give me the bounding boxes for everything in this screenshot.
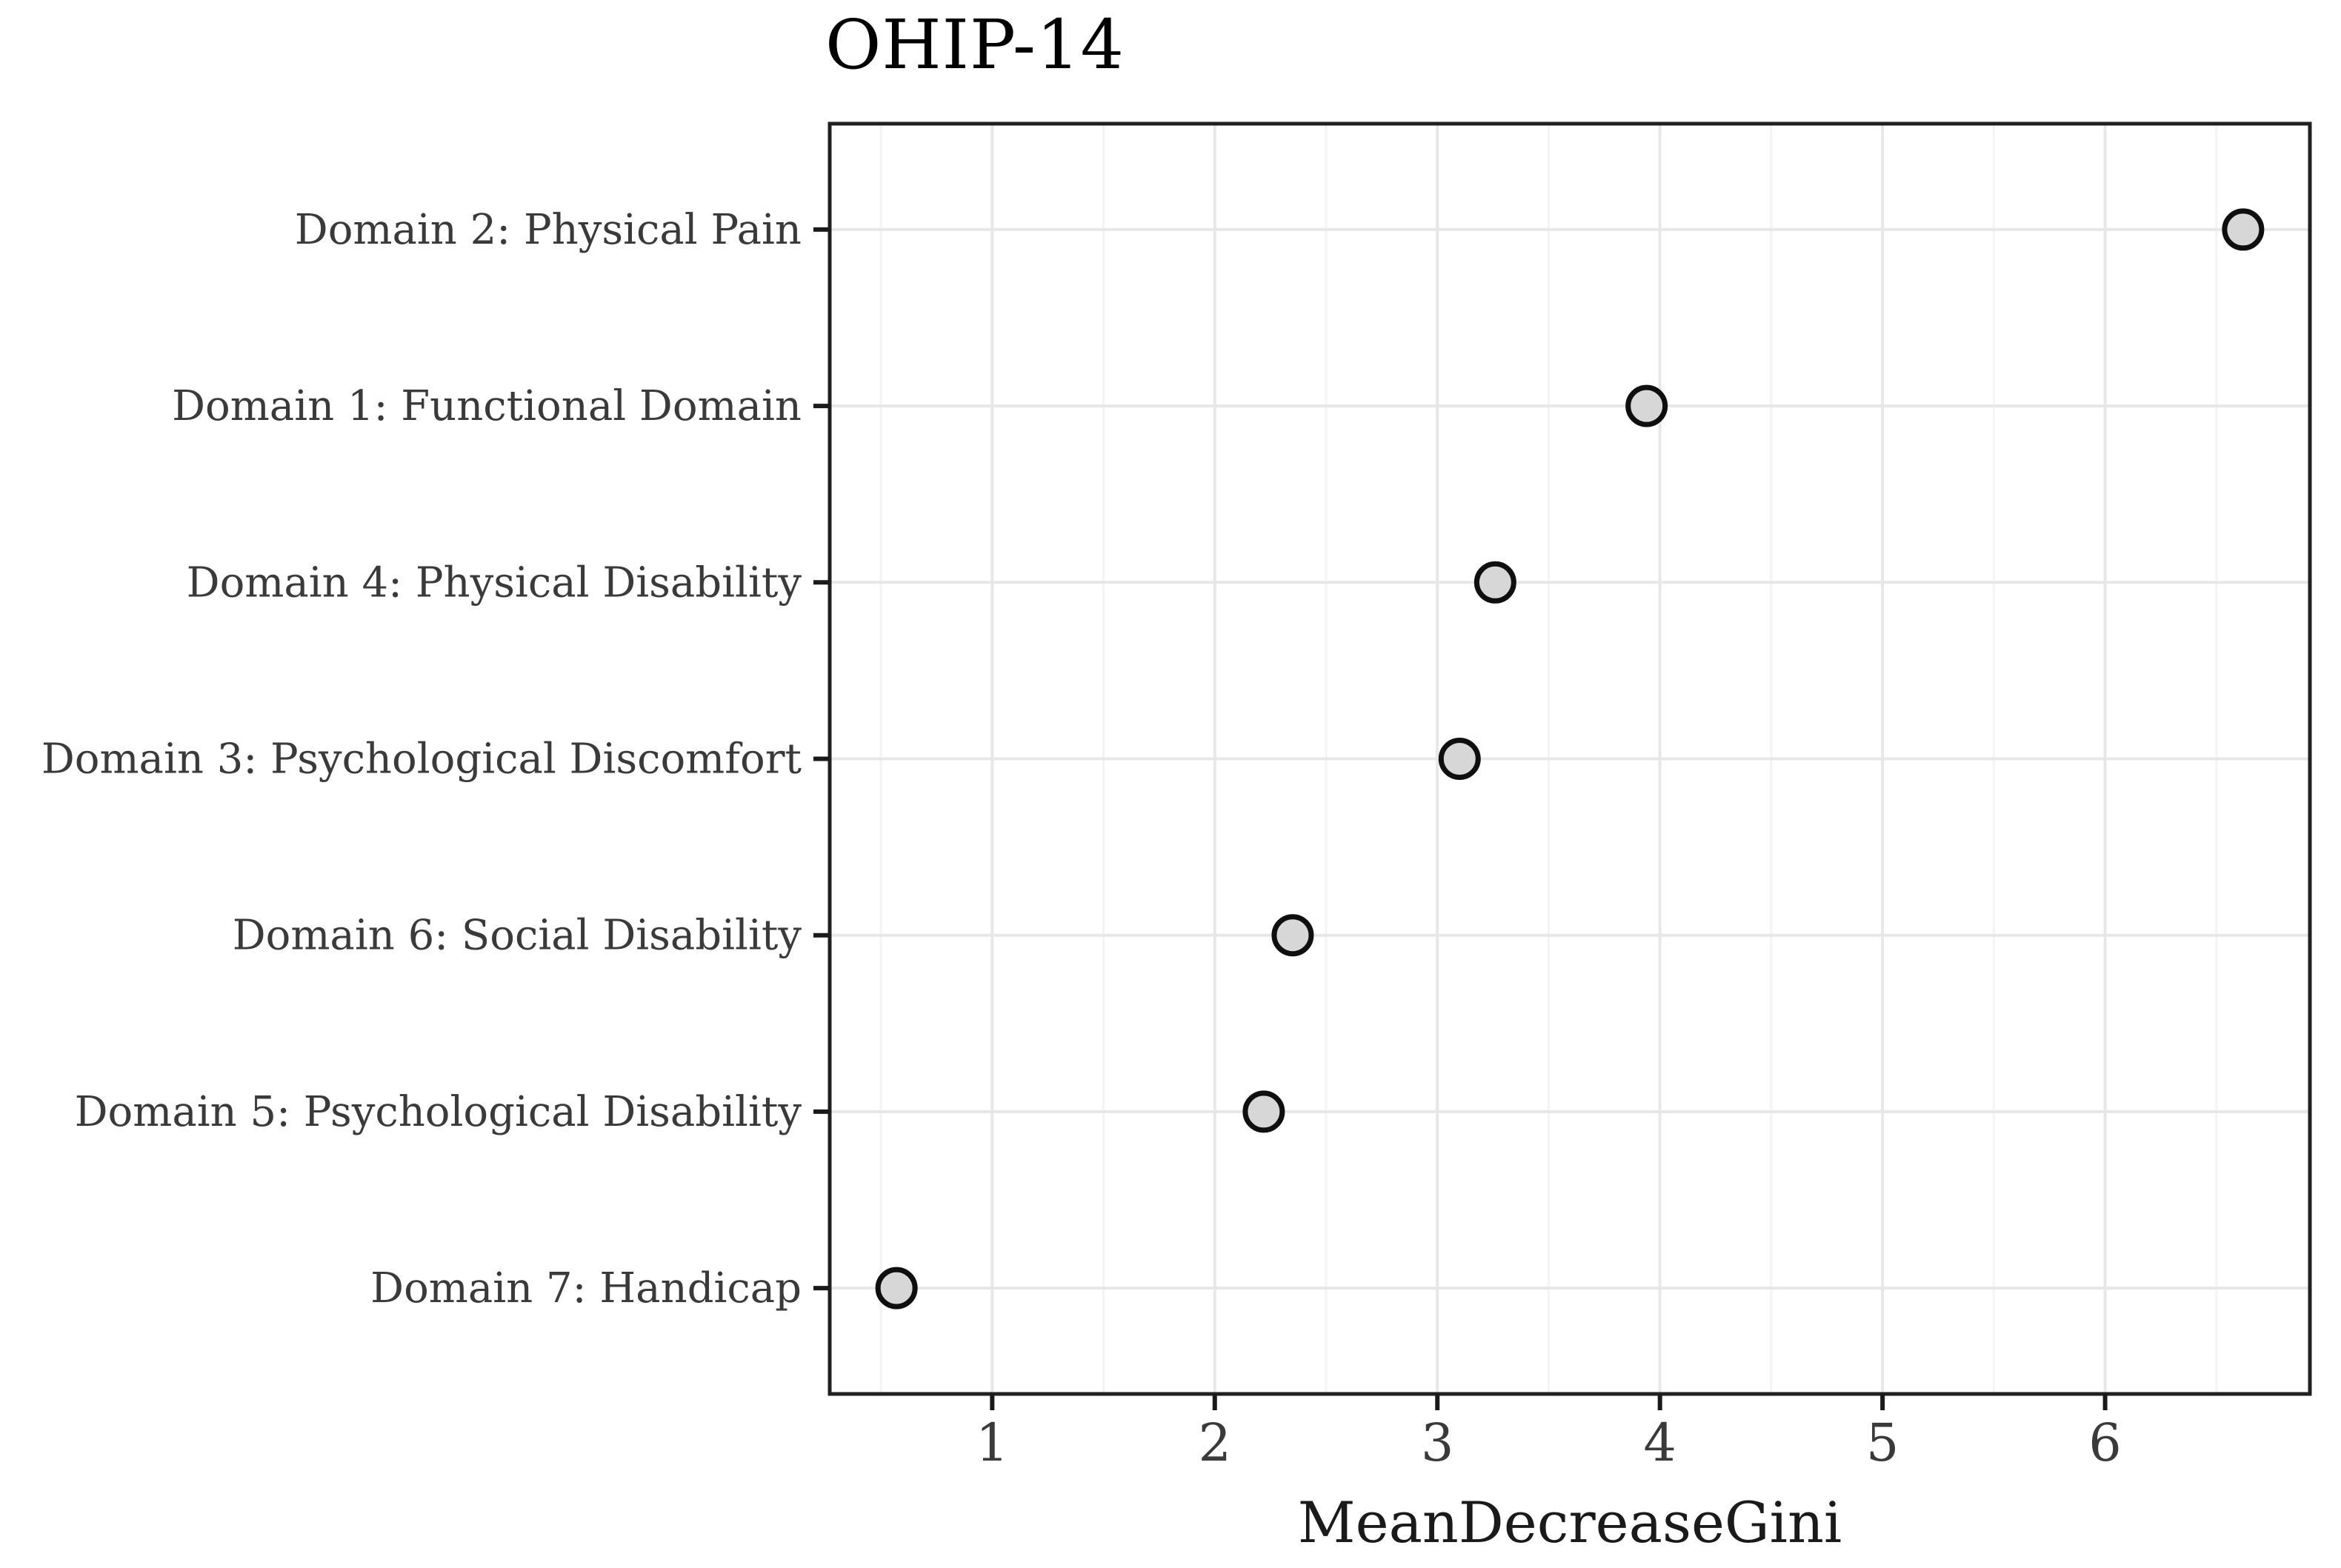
x-tick-label: 6	[2088, 1412, 2122, 1473]
x-tick-label: 4	[1643, 1412, 1676, 1473]
y-category-label: Domain 1: Functional Domain	[172, 382, 802, 430]
x-tick-label: 2	[1199, 1412, 1232, 1473]
y-category-label: Domain 5: Psychological Disability	[75, 1088, 802, 1136]
y-category-label: Domain 2: Physical Pain	[295, 206, 802, 254]
x-tick-label: 1	[976, 1412, 1009, 1473]
data-point	[875, 1267, 918, 1310]
y-category-label: Domain 3: Psychological Discomfort	[41, 735, 802, 784]
y-category-label: Domain 6: Social Disability	[233, 912, 802, 960]
data-point	[1438, 738, 1481, 780]
data-point	[1271, 914, 1314, 957]
chart-title: OHIP-14	[825, 5, 1125, 84]
x-axis-title: MeanDecreaseGini	[1297, 1489, 1842, 1555]
x-tick-label: 3	[1421, 1412, 1454, 1473]
y-category-label: Domain 4: Physical Disability	[187, 558, 802, 607]
data-point	[1625, 384, 1668, 427]
data-point	[1242, 1090, 1285, 1133]
y-category-label: Domain 7: Handicap	[370, 1264, 802, 1312]
data-point	[1473, 561, 1516, 604]
data-point	[2222, 208, 2265, 251]
x-tick-label: 5	[1866, 1412, 1899, 1473]
